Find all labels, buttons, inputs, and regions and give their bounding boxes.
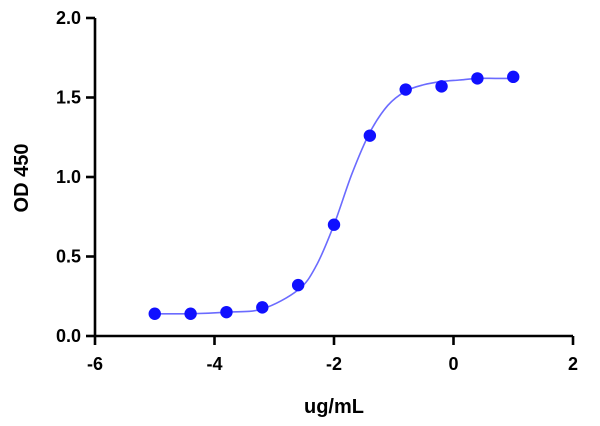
data-point <box>256 301 269 314</box>
y-tick-label: 1.5 <box>56 88 81 108</box>
axes <box>93 18 573 338</box>
y-axis-ticks: 0.0 0.5 1.0 1.5 2.0 <box>56 8 95 346</box>
y-tick-label: 1.0 <box>56 167 81 187</box>
x-tick-label: -6 <box>87 354 103 374</box>
y-tick-label: 0.5 <box>56 247 81 267</box>
data-point <box>148 307 161 320</box>
fit-curve <box>154 77 514 315</box>
x-tick-label: -2 <box>326 354 342 374</box>
data-point <box>399 83 412 96</box>
data-point <box>471 72 484 85</box>
y-axis-title: OD 450 <box>11 144 33 213</box>
data-point <box>327 218 341 231</box>
x-axis-ticks: -6 -4 -2 0 2 <box>87 336 578 374</box>
data-point <box>291 278 305 292</box>
data-point <box>363 129 377 142</box>
y-tick-label: 0.0 <box>56 326 81 346</box>
x-tick-label: -4 <box>206 354 222 374</box>
x-tick-label: 2 <box>568 354 578 374</box>
data-point <box>435 80 448 93</box>
data-point <box>184 307 197 320</box>
data-point <box>507 70 520 84</box>
y-tick-label: 2.0 <box>56 8 81 28</box>
data-point <box>220 305 233 319</box>
x-axis-title: ug/mL <box>304 396 364 418</box>
x-tick-label: 0 <box>448 354 458 374</box>
data-points <box>148 70 520 320</box>
